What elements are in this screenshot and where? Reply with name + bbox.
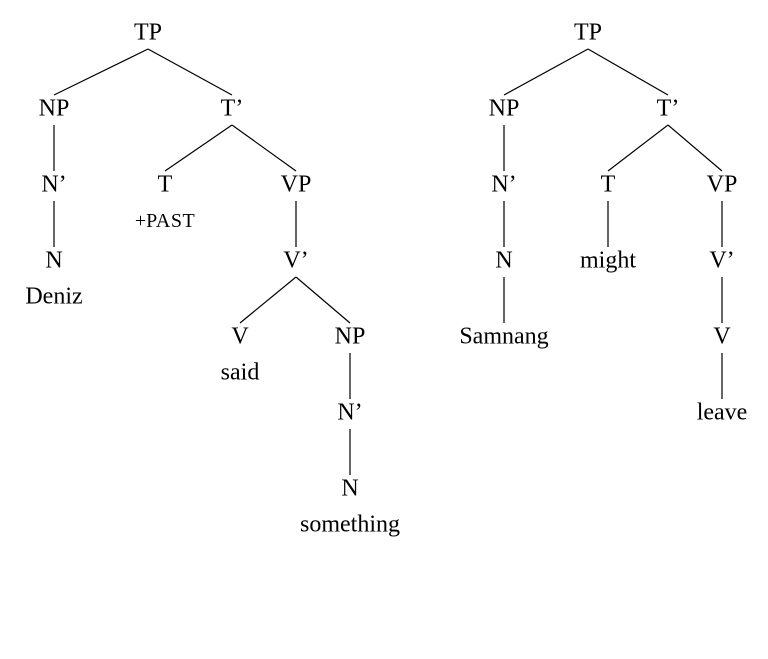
tree-node: N’ [41,172,66,198]
syntax-tree-canvas: TP NP T’ N’ T VP +PAST N V’ Deniz V NP said N’ Nsometh… [0,0,768,659]
tree-edge [588,49,668,95]
tree-edge [54,49,148,95]
tree-leaf: something [300,512,400,538]
tree-leaf: leave [697,400,748,426]
tree-node: VP [707,172,738,198]
tree-node: NP [39,96,70,122]
tree-node: NP [489,96,520,122]
tree-node: V [231,324,249,350]
tree-leaf: might [580,248,636,274]
tree-node: T [158,172,173,198]
nodes-layer: TP NP T’ N’ T VP +PAST N V’ Deniz V NP said N’ Nsometh… [25,20,747,538]
tree-node: V’ [283,248,308,274]
tree-node: TP [574,20,602,46]
tree-leaf: Samnang [459,324,548,350]
tree-edge [232,125,296,171]
tree-leaf: Deniz [25,284,82,310]
tree-node: N’ [337,400,362,426]
tree-node: N’ [491,172,516,198]
tree-feature: +PAST [135,210,195,232]
tree-node: T [601,172,616,198]
tree-edge [668,125,722,171]
tree-node: N [495,248,512,274]
tree-node: V’ [709,248,734,274]
tree-edge [296,277,350,323]
tree-node: T’ [657,96,680,122]
tree-edge [504,49,588,95]
tree-edge [165,125,232,171]
tree-node: NP [335,324,366,350]
tree-edge [608,125,668,171]
tree-edge [240,277,296,323]
tree-leaf: said [221,360,260,386]
tree-node: N [45,248,62,274]
tree-node: N [341,476,358,502]
tree-node: TP [134,20,162,46]
tree-node: V [713,324,731,350]
tree-edge [148,49,232,95]
tree-node: VP [281,172,312,198]
tree-node: T’ [221,96,244,122]
